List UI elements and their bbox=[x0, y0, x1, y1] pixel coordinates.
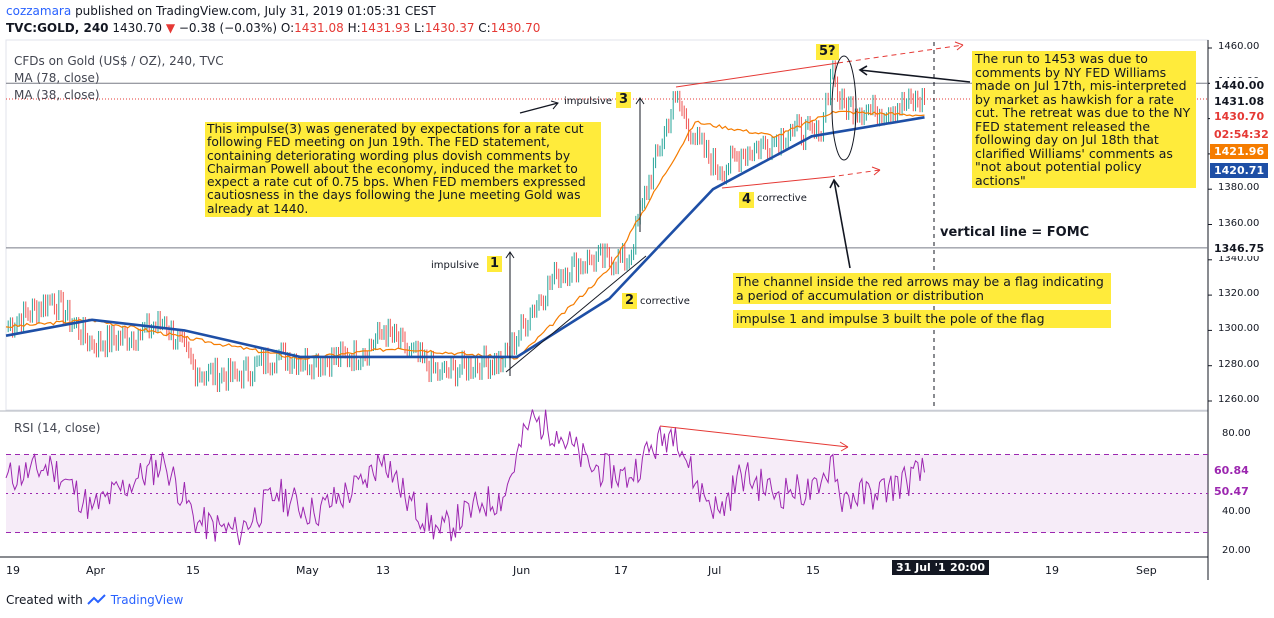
rsi-legend[interactable]: RSI (14, close) bbox=[14, 421, 101, 435]
price-tag: 02:54:32 bbox=[1210, 127, 1269, 142]
rsi-line bbox=[5, 409, 925, 546]
time-tick: 15 bbox=[186, 564, 200, 577]
impulse1-arrowhead bbox=[505, 251, 515, 259]
time-tick: Jul bbox=[708, 564, 722, 577]
wave5-label: 5? bbox=[816, 44, 839, 60]
price-tag: 1421.96 bbox=[1210, 144, 1268, 159]
channel-lower-arrowhead bbox=[871, 166, 881, 176]
price-tick: 1320.00 bbox=[1218, 288, 1260, 300]
price-tick: 1380.00 bbox=[1218, 182, 1260, 194]
run-note-arrow bbox=[859, 69, 971, 83]
price-tag: 1431.08 bbox=[1210, 94, 1268, 109]
ma38-legend[interactable]: MA (38, close) bbox=[14, 88, 100, 102]
created-with-text: Created with bbox=[6, 593, 83, 607]
time-tick: Apr bbox=[86, 564, 106, 577]
wave2-label: 2 bbox=[622, 293, 638, 309]
pole-note: impulse 1 and impulse 3 built the pole o… bbox=[733, 310, 1111, 328]
time-tick: 13 bbox=[376, 564, 390, 577]
tradingview-logo-icon bbox=[87, 594, 106, 605]
publish-info: cozzamara published on TradingView.com, … bbox=[6, 4, 436, 18]
wave3-pointer bbox=[519, 102, 559, 114]
footer: Created with TradingView bbox=[6, 593, 183, 607]
channel-upper-arrowhead bbox=[954, 41, 964, 51]
wave1-label: 1 bbox=[487, 256, 503, 272]
price-tag: 1440.00 bbox=[1210, 78, 1268, 93]
rsi-divergence-line bbox=[659, 425, 849, 448]
rsi-tick: 40.00 bbox=[1222, 506, 1251, 517]
symbol-label: TVC:GOLD, 240 bbox=[6, 21, 109, 35]
published-text: published on TradingView.com, July 31, 2… bbox=[75, 4, 436, 18]
run-note: The run to 1453 was due to comments by N… bbox=[972, 51, 1196, 188]
tradingview-link[interactable]: TradingView bbox=[110, 593, 184, 607]
time-tick: Jun bbox=[513, 564, 531, 577]
chart-title: CFDs on Gold (US$ / OZ), 240, TVC bbox=[14, 54, 224, 68]
fomc-label: vertical line = FOMC bbox=[940, 225, 1090, 240]
wave4-label: 4 bbox=[739, 192, 755, 208]
wave1-type: impulsive bbox=[431, 260, 480, 271]
rsi-tick: 20.00 bbox=[1222, 545, 1251, 556]
time-tick: Sep bbox=[1136, 564, 1157, 577]
wave4-type: corrective bbox=[757, 193, 807, 204]
channel-upper-dashed bbox=[837, 44, 964, 64]
impulse3-note: This impulse(3) was generated by expecta… bbox=[205, 122, 601, 217]
channel-upper-solid bbox=[675, 62, 839, 88]
ohlc-bar: TVC:GOLD, 240 1430.70 ▼ −0.38 (−0.03%) O… bbox=[6, 21, 540, 35]
last-price: 1430.70 bbox=[112, 21, 162, 35]
channel-note-arrowhead bbox=[829, 178, 840, 189]
channel-lower-solid bbox=[721, 176, 831, 189]
ohlc-values: O:1431.08 H:1431.93 L:1430.37 C:1430.70 bbox=[280, 21, 541, 35]
down-arrow-icon: ▼ bbox=[165, 21, 176, 35]
price-tick: 1360.00 bbox=[1218, 217, 1260, 229]
impulse3-arrowhead bbox=[635, 97, 645, 105]
rsi-tag: 60.84 bbox=[1210, 463, 1268, 478]
ma78-legend[interactable]: MA (78, close) bbox=[14, 71, 100, 85]
time-tick: 15 bbox=[806, 564, 820, 577]
wave3-type: impulsive bbox=[564, 96, 613, 107]
rsi-divergence-arrowhead bbox=[839, 441, 849, 452]
price-tag: 1346.75 bbox=[1210, 241, 1268, 256]
ma38-line bbox=[5, 110, 925, 360]
ma78-line bbox=[5, 116, 925, 359]
price-tag: 1430.70 bbox=[1210, 109, 1268, 124]
price-tick: 1300.00 bbox=[1218, 323, 1260, 335]
price-tick: 1340.00 bbox=[1218, 252, 1260, 264]
price-tick: 1280.00 bbox=[1218, 358, 1260, 370]
author-link[interactable]: cozzamara bbox=[6, 4, 72, 18]
time-tick: 19 bbox=[1045, 564, 1059, 577]
close-value: 1430.70 bbox=[490, 21, 541, 35]
channel-note-arrow bbox=[833, 179, 851, 269]
run-note-arrowhead bbox=[858, 65, 868, 76]
wave2-type: corrective bbox=[640, 296, 690, 307]
channel-lower-dashed bbox=[829, 169, 881, 178]
time-tick: 19 bbox=[6, 564, 20, 577]
price-tag: 1420.71 bbox=[1210, 163, 1268, 178]
time-tick: 17 bbox=[614, 564, 628, 577]
rsi-tag: 50.47 bbox=[1210, 484, 1268, 499]
time-tick: 20:00 bbox=[946, 560, 990, 575]
channel-note: The channel inside the red arrows may be… bbox=[733, 273, 1111, 304]
wave3-pointer-head bbox=[550, 100, 559, 110]
high-value: 1431.93 bbox=[360, 21, 411, 35]
corrective2-line bbox=[505, 255, 647, 373]
time-tick: May bbox=[296, 564, 319, 577]
peak-ellipse bbox=[831, 55, 857, 161]
rsi-tick: 80.00 bbox=[1222, 428, 1251, 439]
time-tick: 31 Jul '19 bbox=[892, 560, 958, 575]
price-change: −0.38 (−0.03%) bbox=[178, 21, 278, 35]
wave3-label: 3 bbox=[616, 92, 632, 108]
price-tick: 1260.00 bbox=[1218, 394, 1260, 405]
price-tick: 1460.00 bbox=[1218, 41, 1260, 52]
low-value: 1430.37 bbox=[424, 21, 475, 35]
open-value: 1431.08 bbox=[294, 21, 344, 35]
